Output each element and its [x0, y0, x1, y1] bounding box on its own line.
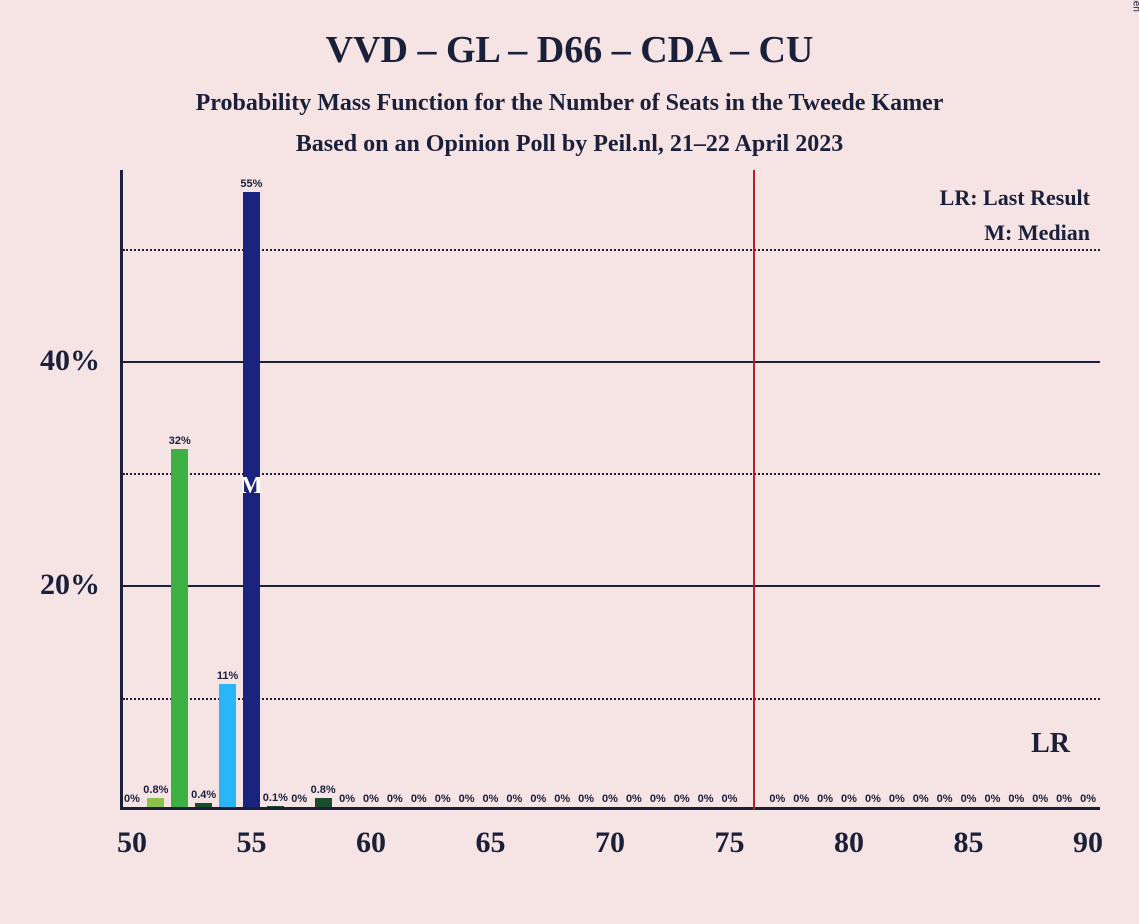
y-tick-label: 40% [40, 344, 100, 378]
bar-value-label: 0% [1080, 793, 1096, 805]
x-tick-label: 55 [236, 826, 266, 860]
bar-value-label: 0% [339, 793, 355, 805]
bar-value-label: 0.1% [263, 792, 288, 804]
bar-value-label: 0% [650, 793, 666, 805]
bar-value-label: 0% [530, 793, 546, 805]
gridline-minor [123, 698, 1100, 700]
lr-label: LR [1031, 728, 1070, 760]
bar-value-label: 0% [698, 793, 714, 805]
gridline-major [123, 361, 1100, 363]
bar-value-label: 0% [937, 793, 953, 805]
bar-value-label: 0% [1008, 793, 1024, 805]
bar-value-label: 55% [240, 178, 262, 190]
bar-value-label: 0% [984, 793, 1000, 805]
bar-value-label: 0% [387, 793, 403, 805]
bar-value-label: 0% [483, 793, 499, 805]
bar: 0.8% [315, 798, 332, 807]
bar-value-label: 0.8% [143, 784, 168, 796]
bar-value-label: 0% [793, 793, 809, 805]
x-tick-label: 60 [356, 826, 386, 860]
chart-subtitle2: Based on an Opinion Poll by Peil.nl, 21–… [0, 131, 1139, 158]
gridline-minor [123, 473, 1100, 475]
bar-value-label: 0% [411, 793, 427, 805]
bar-value-label: 0% [506, 793, 522, 805]
y-tick-label: 20% [40, 568, 100, 602]
bar-value-label: 0% [578, 793, 594, 805]
bar-value-label: 0% [961, 793, 977, 805]
bar-value-label: 0% [674, 793, 690, 805]
bar: 0.4% [195, 803, 212, 807]
x-tick-label: 65 [475, 826, 505, 860]
chart-container: VVD – GL – D66 – CDA – CU Probability Ma… [0, 0, 1139, 924]
legend-m: M: Median [984, 220, 1090, 246]
x-axis-line [120, 807, 1100, 810]
bar: 0.8% [147, 798, 164, 807]
bar-value-label: 0% [124, 793, 140, 805]
titles-block: VVD – GL – D66 – CDA – CU Probability Ma… [0, 28, 1139, 158]
bar-value-label: 0% [1056, 793, 1072, 805]
bar: 0.1% [267, 806, 284, 807]
bar-value-label: 0% [626, 793, 642, 805]
chart-title: VVD – GL – D66 – CDA – CU [0, 28, 1139, 72]
bar: 32% [171, 449, 188, 807]
x-tick-label: 50 [117, 826, 147, 860]
bar-value-label: 0% [889, 793, 905, 805]
bar-value-label: 0% [817, 793, 833, 805]
bar-value-label: 0% [602, 793, 618, 805]
bar-value-label: 0% [1032, 793, 1048, 805]
bar: 55%M [243, 192, 260, 807]
legend-lr: LR: Last Result [940, 185, 1090, 211]
bar-value-label: 0% [459, 793, 475, 805]
chart-subtitle: Probability Mass Function for the Number… [0, 90, 1139, 117]
bar-value-label: 32% [169, 435, 191, 447]
bar-value-label: 11% [217, 670, 238, 682]
y-axis-line [120, 170, 123, 810]
x-tick-label: 80 [834, 826, 864, 860]
median-marker: M [240, 473, 263, 500]
gridline-minor [123, 249, 1100, 251]
bar-value-label: 0% [913, 793, 929, 805]
bar-value-label: 0% [363, 793, 379, 805]
last-result-line [753, 170, 755, 810]
bar-value-label: 0% [722, 793, 738, 805]
bar-value-label: 0% [841, 793, 857, 805]
bar-value-label: 0% [554, 793, 570, 805]
x-tick-label: 85 [954, 826, 984, 860]
x-tick-label: 75 [715, 826, 745, 860]
bar-value-label: 0% [291, 793, 307, 805]
gridline-major [123, 585, 1100, 587]
bar-value-label: 0% [865, 793, 881, 805]
bar-value-label: 0% [435, 793, 451, 805]
bar-value-label: 0.8% [311, 784, 336, 796]
bar: 11% [219, 684, 236, 807]
copyright-text: © 2023 Filip van Laenen [1131, 0, 1139, 12]
x-tick-label: 90 [1073, 826, 1103, 860]
bar-value-label: 0.4% [191, 789, 216, 801]
x-tick-label: 70 [595, 826, 625, 860]
plot-area: 20%40%5055606570758085900%0.8%32%0.4%11%… [120, 170, 1100, 810]
bar-value-label: 0% [769, 793, 785, 805]
